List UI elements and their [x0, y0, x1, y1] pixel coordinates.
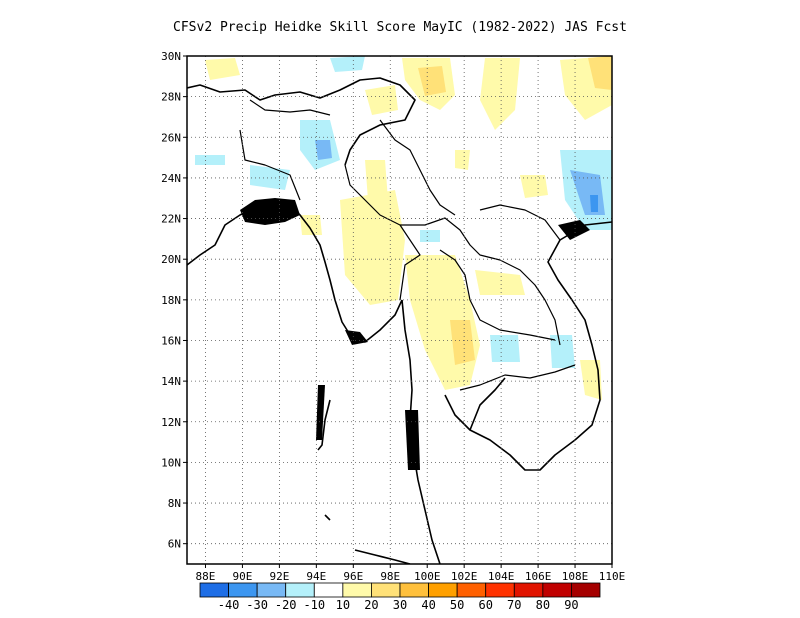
- colorbar-label: 70: [507, 598, 521, 612]
- latitude-axis: 30N 28N 26N 24N 22N 20N 18N 16N 14N 12N 10N 8N 6N: [161, 50, 187, 551]
- colorbar-label: 10: [336, 598, 350, 612]
- lat-tick-label: 24N: [161, 172, 181, 185]
- lat-tick-label: 10N: [161, 456, 181, 469]
- lat-tick-label: 18N: [161, 294, 181, 307]
- lat-tick-label: 6N: [168, 538, 181, 551]
- colorbar-swatch: [399, 582, 429, 598]
- negative-skill-area: [195, 155, 225, 165]
- colorbar-label: -30: [246, 598, 268, 612]
- lon-tick-label: 90E: [232, 570, 252, 583]
- colorbar-label: 60: [478, 598, 492, 612]
- lon-tick-label: 104E: [488, 570, 515, 583]
- positive-skill-area: [475, 270, 525, 295]
- negative-skill-area: [420, 230, 440, 242]
- lat-tick-label: 28N: [161, 91, 181, 104]
- colorbar-swatch: [485, 582, 515, 598]
- lon-tick-label: 110E: [599, 570, 626, 583]
- positive-skill-area: [580, 360, 602, 400]
- negative-skill-area: [250, 165, 290, 190]
- colorbar-swatch: [228, 582, 258, 598]
- positive-skill-area: [480, 58, 520, 130]
- country-borders: [239, 99, 576, 391]
- lon-tick-label: 100E: [414, 570, 441, 583]
- lat-tick-label: 30N: [161, 50, 181, 63]
- positive-skill-area: [365, 160, 388, 200]
- chart-title: CFSv2 Precip Heidke Skill Score MayIC (1…: [173, 20, 627, 35]
- colorbar-swatch: [513, 582, 544, 598]
- positive-skill-area: [205, 58, 240, 80]
- negative-skill-area: [550, 335, 575, 368]
- dense-coast-areas: [240, 198, 590, 470]
- lon-tick-label: 102E: [451, 570, 478, 583]
- lon-tick-label: 98E: [380, 570, 400, 583]
- lon-tick-label: 92E: [269, 570, 289, 583]
- colorbar-label: 80: [536, 598, 550, 612]
- colorbar-label: 50: [450, 598, 464, 612]
- lat-tick-label: 8N: [168, 497, 181, 510]
- colorbar-swatch: [342, 582, 372, 598]
- longitude-axis: 88E 90E 92E 94E 96E 98E 100E 102E 104E 106E 108E 11…: [196, 564, 626, 583]
- colorbar-label: 30: [393, 598, 407, 612]
- colorbar-swatch: [256, 582, 287, 598]
- colorbar: -40 -30 -20 -10 10 20 30 40 50 60 70 80 90: [199, 582, 601, 612]
- positive-skill-area: [450, 320, 475, 365]
- coastlines: [187, 77, 612, 564]
- lon-tick-label: 94E: [306, 570, 326, 583]
- lat-tick-label: 16N: [161, 334, 181, 347]
- plot-frame: [186, 55, 613, 565]
- colorbar-swatch: [571, 582, 601, 598]
- colorbar-label: 40: [421, 598, 435, 612]
- negative-skill-area: [330, 56, 365, 72]
- positive-skill-area: [455, 150, 470, 170]
- colorbar-swatch: [199, 582, 229, 598]
- lat-tick-label: 14N: [161, 375, 181, 388]
- colorbar-swatch: [542, 582, 572, 598]
- positive-skill-area: [365, 85, 398, 115]
- lon-tick-label: 96E: [343, 570, 363, 583]
- lon-tick-label: 106E: [525, 570, 552, 583]
- lat-tick-label: 22N: [161, 213, 181, 226]
- negative-skill-area: [590, 195, 598, 212]
- lon-tick-label: 88E: [196, 570, 216, 583]
- negative-skill-area: [315, 140, 332, 160]
- colorbar-label: -20: [275, 598, 297, 612]
- negative-skill-area: [490, 335, 520, 362]
- lon-tick-label: 108E: [562, 570, 589, 583]
- positive-skill-area: [520, 175, 548, 198]
- lat-tick-label: 12N: [161, 416, 181, 429]
- shaded-regions: [195, 56, 612, 400]
- lat-tick-label: 26N: [161, 131, 181, 144]
- colorbar-swatch: [313, 582, 344, 598]
- colorbar-swatch: [285, 582, 315, 598]
- colorbar-swatch: [371, 582, 401, 598]
- positive-skill-area: [588, 56, 612, 90]
- grid-lines: [187, 56, 612, 564]
- colorbar-label: 90: [564, 598, 578, 612]
- colorbar-label: -40: [218, 598, 240, 612]
- colorbar-label: -10: [303, 598, 325, 612]
- lat-tick-label: 20N: [161, 253, 181, 266]
- positive-skill-area: [418, 66, 446, 96]
- colorbar-label: 20: [364, 598, 378, 612]
- colorbar-swatch: [428, 582, 458, 598]
- colorbar-swatch: [456, 582, 487, 598]
